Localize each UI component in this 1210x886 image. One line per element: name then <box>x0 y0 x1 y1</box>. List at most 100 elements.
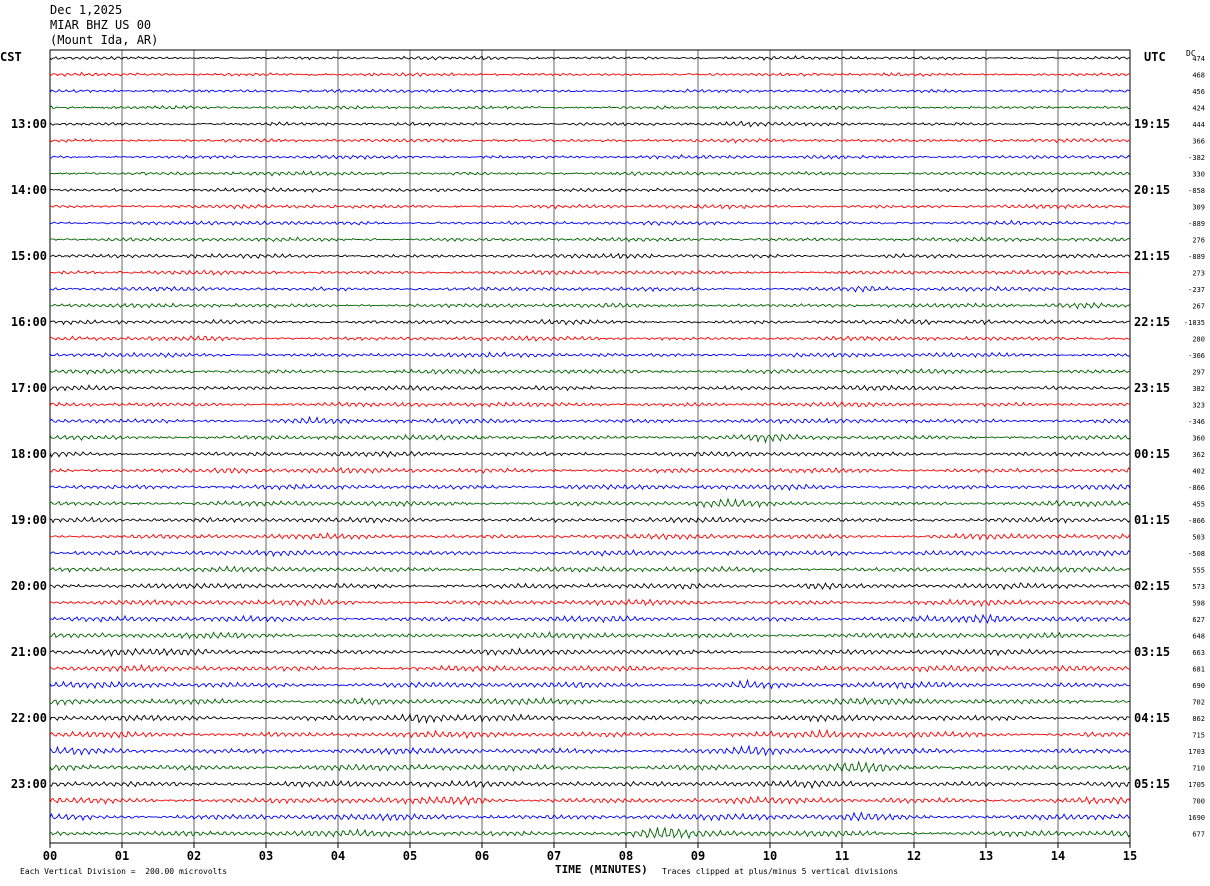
x-tick-label: 02 <box>187 849 201 863</box>
seismic-trace <box>49 582 1131 591</box>
cst-hour-label: 15:00 <box>11 249 47 263</box>
seismic-trace <box>49 433 1131 444</box>
cst-hour-label: 19:00 <box>11 513 47 527</box>
dc-value: -889 <box>1188 220 1205 228</box>
seismic-trace <box>50 236 1131 243</box>
header-location: (Mount Ida, AR) <box>50 33 159 47</box>
seismic-trace <box>49 795 1131 806</box>
dc-value: -866 <box>1188 517 1205 525</box>
seismic-trace <box>49 466 1131 474</box>
dc-value: 1705 <box>1188 781 1205 789</box>
x-tick-label: 01 <box>115 849 129 863</box>
dc-value: -889 <box>1188 253 1205 261</box>
dc-value: -866 <box>1188 484 1205 492</box>
dc-label: DC <box>1186 49 1196 58</box>
cst-hour-label: 18:00 <box>11 447 47 461</box>
seismic-trace <box>49 88 1131 94</box>
label-group: 00 01 02 03 04 05 06 07 08 09 10 11 12 13 14 15 474 468 45… <box>11 55 1205 863</box>
seismic-trace <box>49 744 1131 757</box>
seismic-trace <box>49 55 1131 61</box>
dc-value: 681 <box>1192 666 1205 674</box>
dc-value: 862 <box>1192 715 1205 723</box>
seismic-trace <box>49 318 1131 326</box>
seismic-trace <box>49 597 1131 608</box>
dc-value: 627 <box>1192 616 1205 624</box>
dc-value: 598 <box>1192 600 1205 608</box>
seismic-trace <box>49 450 1131 458</box>
dc-value: 1690 <box>1188 814 1205 822</box>
dc-value: 648 <box>1192 633 1205 641</box>
cst-hour-label: 16:00 <box>11 315 47 329</box>
dc-value: -382 <box>1188 154 1205 162</box>
dc-value: 573 <box>1192 583 1205 591</box>
plot-grid <box>49 49 1131 848</box>
cst-hour-label: 13:00 <box>11 117 47 131</box>
utc-label: UTC <box>1144 50 1166 64</box>
seismic-trace <box>49 647 1131 658</box>
dc-value: -346 <box>1188 418 1205 426</box>
seismic-trace <box>49 203 1131 210</box>
seismic-trace <box>49 497 1131 509</box>
seismic-trace <box>49 120 1131 128</box>
seismic-trace <box>49 779 1130 790</box>
seismic-trace <box>49 728 1131 740</box>
utc-hour-label: 21:15 <box>1134 249 1170 263</box>
x-tick-label: 12 <box>907 849 921 863</box>
x-tick-label: 08 <box>619 849 633 863</box>
seismic-trace <box>49 630 1131 640</box>
dc-value: -366 <box>1188 352 1205 360</box>
seismic-trace <box>49 351 1131 359</box>
x-axis-title: TIME (MINUTES) <box>555 863 648 876</box>
dc-value: 702 <box>1192 699 1205 707</box>
x-tick-label: 11 <box>835 849 849 863</box>
seismic-trace <box>49 301 1131 310</box>
seismic-trace <box>50 335 1131 342</box>
utc-hour-label: 01:15 <box>1134 513 1170 527</box>
dc-value: 382 <box>1192 385 1205 393</box>
dc-value: 297 <box>1192 369 1205 377</box>
seismic-trace <box>49 415 1131 425</box>
seismic-trace <box>49 170 1131 177</box>
dc-value: -858 <box>1188 187 1205 195</box>
seismic-trace <box>49 663 1131 673</box>
seismic-trace <box>49 187 1131 194</box>
x-tick-label: 06 <box>475 849 489 863</box>
seismic-trace <box>49 826 1131 840</box>
seismic-trace <box>49 154 1131 160</box>
seismic-trace <box>49 483 1131 492</box>
x-tick-label: 07 <box>547 849 561 863</box>
x-tick-label: 15 <box>1123 849 1137 863</box>
x-tick-label: 04 <box>331 849 345 863</box>
utc-hour-label: 00:15 <box>1134 447 1170 461</box>
plot-frame <box>49 49 1131 844</box>
cst-hour-label: 17:00 <box>11 381 47 395</box>
x-tick-label: 14 <box>1051 849 1065 863</box>
dc-value: 330 <box>1192 171 1205 179</box>
seismic-trace <box>49 531 1131 541</box>
utc-hour-label: 19:15 <box>1134 117 1170 131</box>
dc-value: 424 <box>1192 105 1205 113</box>
utc-hour-label: 05:15 <box>1134 777 1170 791</box>
dc-value: 276 <box>1192 237 1205 245</box>
cst-hour-label: 23:00 <box>11 777 47 791</box>
seismic-trace <box>49 565 1131 574</box>
utc-hour-label: 23:15 <box>1134 381 1170 395</box>
dc-value: 468 <box>1192 72 1205 80</box>
seismic-trace <box>49 400 1131 408</box>
cst-hour-label: 20:00 <box>11 579 47 593</box>
header-date: Dec 1,2025 <box>50 3 123 17</box>
cst-hour-label: 21:00 <box>11 645 47 659</box>
dc-value: 1703 <box>1188 748 1205 756</box>
dc-value: 710 <box>1192 765 1205 773</box>
dc-value: -1835 <box>1184 319 1205 327</box>
dc-value: 323 <box>1192 402 1205 410</box>
dc-value: 503 <box>1192 534 1205 542</box>
x-tick-label: 13 <box>979 849 993 863</box>
dc-value: 555 <box>1192 567 1205 575</box>
dc-value: 690 <box>1192 682 1205 690</box>
dc-value: 267 <box>1192 303 1205 311</box>
dc-value: 362 <box>1192 451 1205 459</box>
seismic-trace <box>49 137 1131 144</box>
seismic-trace <box>49 104 1131 111</box>
